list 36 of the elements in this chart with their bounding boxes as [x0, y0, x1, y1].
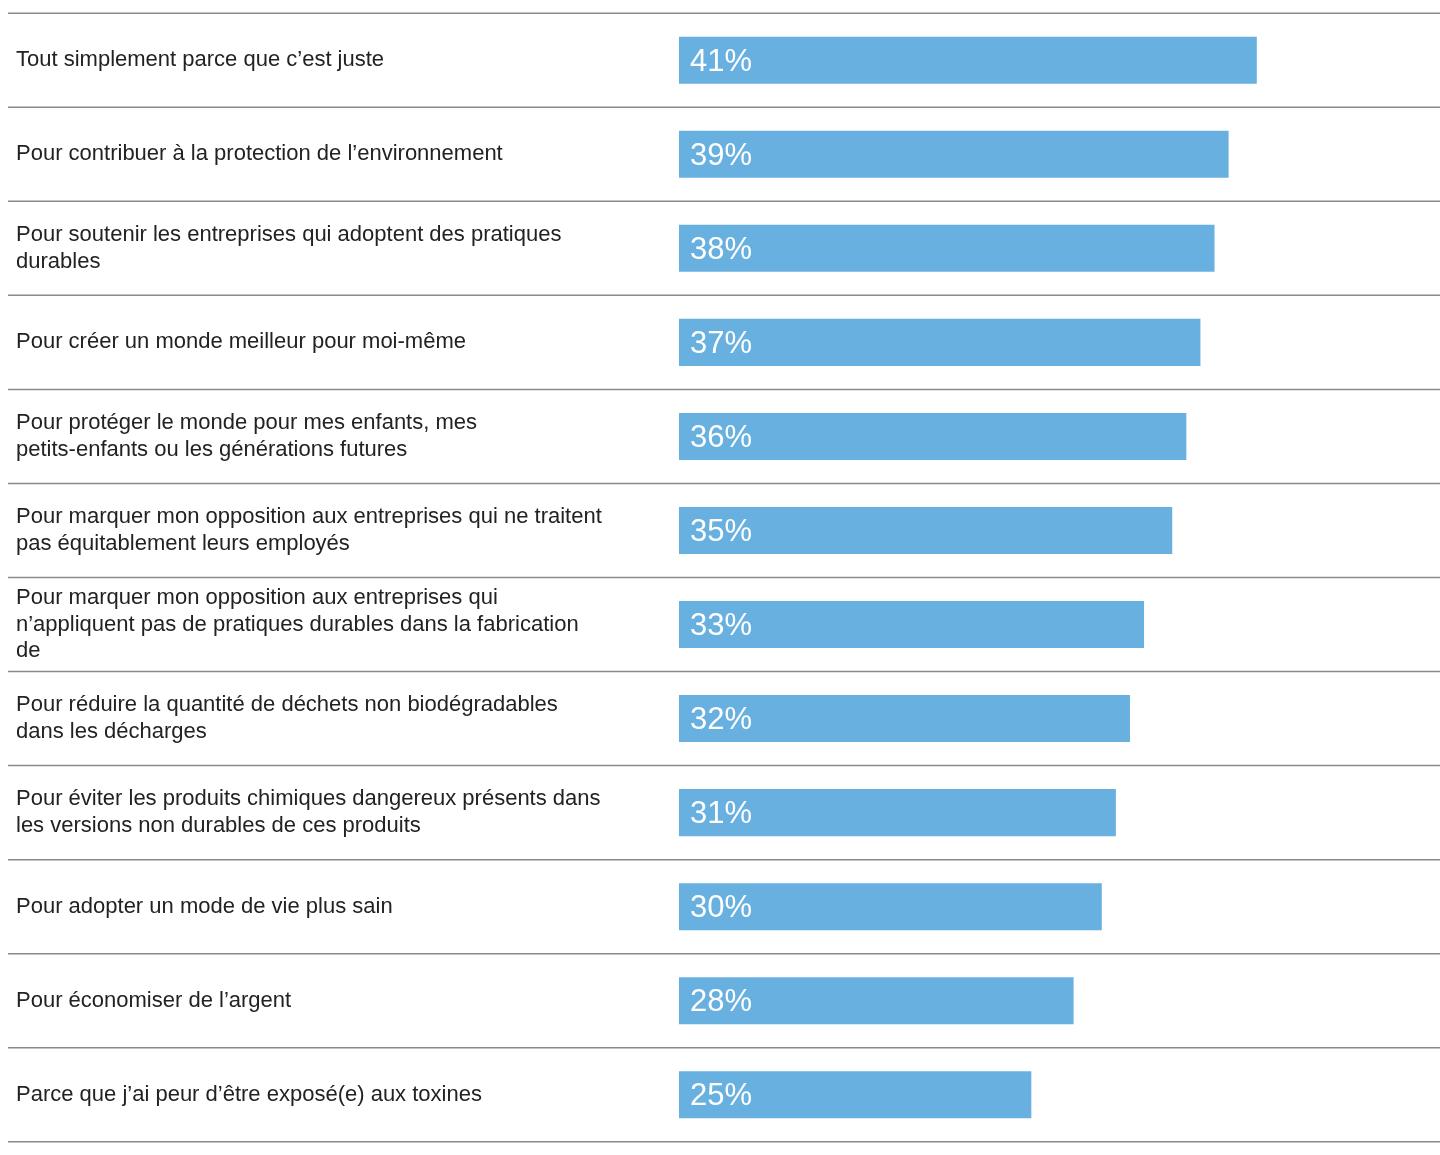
bar — [679, 883, 1102, 931]
bar — [679, 977, 1074, 1025]
data-label: 31% — [690, 795, 753, 831]
data-label: 28% — [690, 983, 753, 1019]
y-tick-label: Pour contribuer à la protection de l’environnement — [16, 140, 503, 166]
y-tick-label: Pour créer un monde meilleur pour moi-même — [16, 328, 466, 354]
bar — [679, 318, 1201, 366]
y-tick-label: Pour soutenir les entreprises qui adoptent des pratiques durables — [16, 221, 562, 273]
bar — [679, 412, 1187, 460]
y-tick-label: Pour réduire la quantité de déchets non biodégradables dans les décharges — [16, 691, 558, 743]
bar — [679, 789, 1116, 837]
bar — [679, 36, 1257, 84]
data-label: 32% — [690, 701, 753, 737]
data-label: 30% — [690, 889, 753, 925]
y-tick-label: Pour marquer mon opposition aux entreprises qui ne traitent pas équitablement leurs employés — [16, 503, 602, 555]
bar — [679, 506, 1173, 554]
y-tick-label: Pour protéger le monde pour mes enfants, mes petits-enfants ou les générations futures — [16, 409, 478, 461]
y-tick-label: Tout simplement parce que c’est juste — [16, 46, 385, 72]
data-label: 35% — [690, 513, 753, 549]
bar — [679, 130, 1229, 178]
y-tick-label: Pour économiser de l’argent — [16, 986, 292, 1012]
y-tick-label: Parce que j’ai peur d’être exposé(e) aux toxines — [16, 1080, 482, 1106]
data-label: 36% — [690, 418, 753, 454]
data-label: 37% — [690, 324, 753, 360]
y-tick-label: Pour éviter les produits chimiques dangereux présents dans les versions non durables de ces produits — [16, 785, 601, 837]
data-label: 41% — [690, 42, 753, 78]
data-label: 25% — [690, 1077, 753, 1113]
bar — [679, 695, 1130, 743]
data-label: 38% — [690, 230, 753, 266]
bar — [679, 601, 1145, 649]
data-label: 39% — [690, 136, 753, 172]
y-tick-label: Pour marquer mon opposition aux entreprises qui n’appliquent pas de pratiques durables dans la fabrication de — [16, 584, 579, 662]
data-label: 33% — [690, 607, 753, 643]
bar — [679, 1071, 1032, 1119]
y-tick-label: Pour adopter un mode de vie plus sain — [16, 892, 393, 918]
bar — [679, 224, 1215, 272]
